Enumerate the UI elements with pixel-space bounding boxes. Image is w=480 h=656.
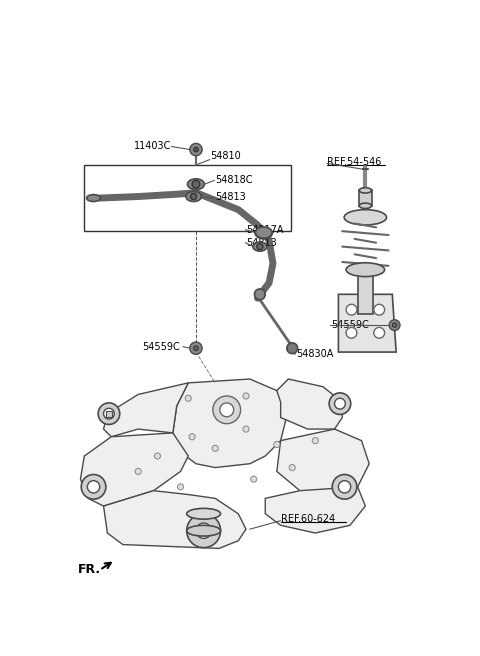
Text: 54559C: 54559C xyxy=(142,342,180,352)
Circle shape xyxy=(332,474,357,499)
Circle shape xyxy=(257,243,263,250)
Circle shape xyxy=(187,514,221,548)
Circle shape xyxy=(374,327,384,338)
Circle shape xyxy=(335,398,345,409)
Text: 54830A: 54830A xyxy=(296,350,334,359)
Polygon shape xyxy=(265,487,365,533)
Circle shape xyxy=(312,438,318,443)
Circle shape xyxy=(392,323,397,327)
Circle shape xyxy=(190,342,202,354)
Polygon shape xyxy=(359,190,372,206)
Circle shape xyxy=(338,481,351,493)
Circle shape xyxy=(190,144,202,155)
Ellipse shape xyxy=(344,210,386,225)
Circle shape xyxy=(155,453,160,459)
Circle shape xyxy=(191,194,197,199)
Circle shape xyxy=(81,474,106,499)
Circle shape xyxy=(329,393,351,415)
Circle shape xyxy=(185,395,192,401)
Bar xyxy=(84,165,291,231)
Polygon shape xyxy=(104,383,188,437)
Text: 11403C: 11403C xyxy=(134,142,172,152)
Circle shape xyxy=(189,434,195,440)
Circle shape xyxy=(192,180,200,188)
Circle shape xyxy=(374,304,384,315)
Polygon shape xyxy=(338,295,396,352)
Circle shape xyxy=(193,346,198,350)
Circle shape xyxy=(98,403,120,424)
Circle shape xyxy=(346,304,357,315)
Ellipse shape xyxy=(253,242,267,251)
Polygon shape xyxy=(81,433,188,506)
Text: 54817A: 54817A xyxy=(246,224,284,235)
Circle shape xyxy=(289,464,295,470)
Circle shape xyxy=(389,319,400,331)
Circle shape xyxy=(193,147,198,152)
Ellipse shape xyxy=(186,192,201,201)
Circle shape xyxy=(213,396,240,424)
Circle shape xyxy=(274,441,280,447)
Ellipse shape xyxy=(86,195,100,201)
Text: 54813: 54813 xyxy=(246,237,277,248)
Circle shape xyxy=(243,393,249,399)
Text: 54813: 54813 xyxy=(215,192,246,201)
Polygon shape xyxy=(104,491,246,548)
Text: 54818C: 54818C xyxy=(215,175,252,186)
Circle shape xyxy=(178,483,184,490)
Circle shape xyxy=(254,289,265,300)
Circle shape xyxy=(196,523,211,539)
Ellipse shape xyxy=(359,203,372,209)
Ellipse shape xyxy=(359,188,372,193)
Polygon shape xyxy=(173,379,288,468)
Ellipse shape xyxy=(255,227,272,239)
Circle shape xyxy=(287,343,298,354)
Text: REF.54-546: REF.54-546 xyxy=(327,157,381,167)
Circle shape xyxy=(135,468,141,474)
Text: FR.: FR. xyxy=(78,564,101,577)
Polygon shape xyxy=(277,379,342,429)
Ellipse shape xyxy=(188,179,204,190)
Text: 54559C: 54559C xyxy=(331,320,369,330)
Circle shape xyxy=(87,481,100,493)
Circle shape xyxy=(220,403,234,417)
Circle shape xyxy=(243,426,249,432)
Ellipse shape xyxy=(187,508,221,519)
Bar xyxy=(106,411,112,417)
Polygon shape xyxy=(277,429,369,499)
Circle shape xyxy=(251,476,257,482)
Text: 54810: 54810 xyxy=(210,151,240,161)
Circle shape xyxy=(212,445,218,451)
Ellipse shape xyxy=(346,263,384,277)
Ellipse shape xyxy=(187,525,221,536)
Circle shape xyxy=(346,327,357,338)
Polygon shape xyxy=(358,270,373,314)
Circle shape xyxy=(104,408,114,419)
Text: REF.60-624: REF.60-624 xyxy=(281,514,335,524)
